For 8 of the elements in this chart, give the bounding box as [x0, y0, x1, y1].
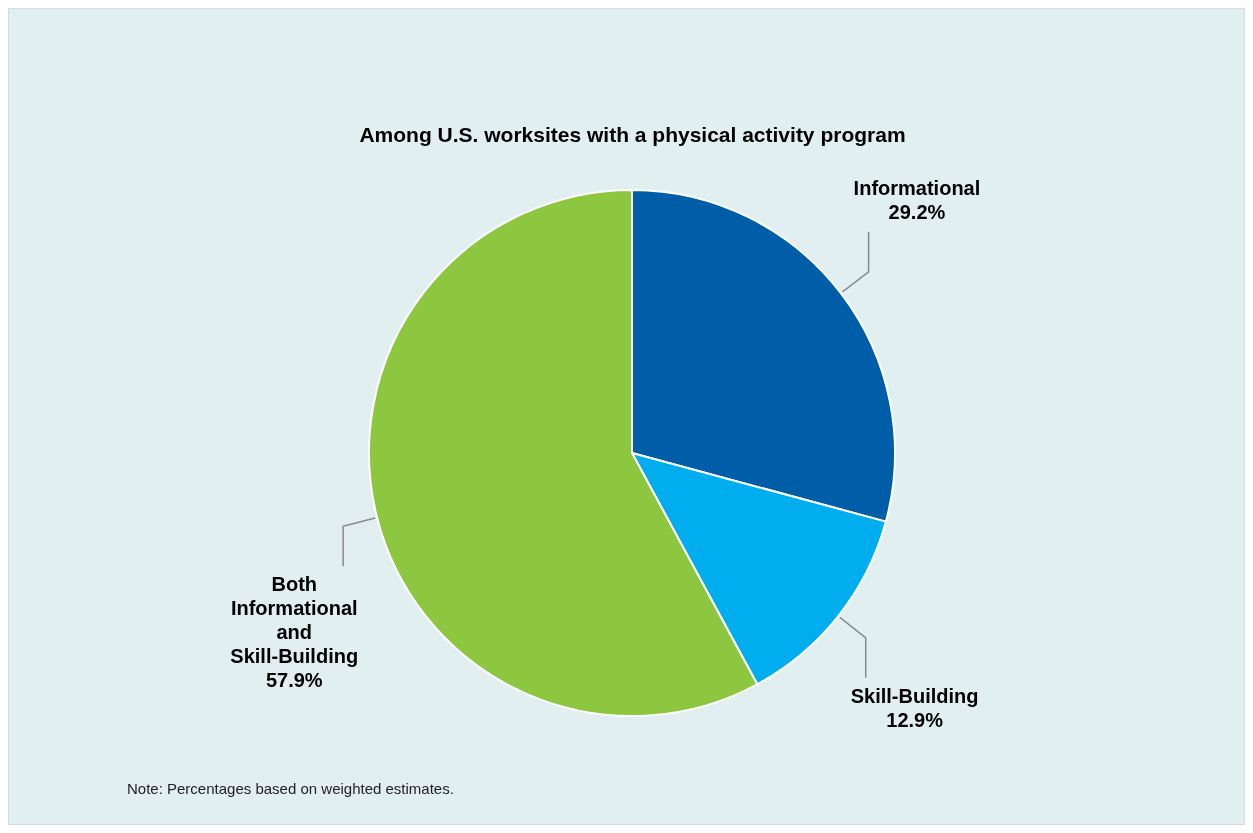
slice-label: Both Informational and Skill-Building [230, 573, 359, 668]
data-label: 12.9% [886, 709, 944, 732]
data-label: 57.9% [265, 669, 323, 692]
text: Note: Percentages based on weighted estimates. [127, 780, 454, 797]
slice-label: Informational [853, 177, 981, 200]
chart-title: Among U.S. worksites with a physical activity program [359, 123, 906, 146]
slice-label: Skill-Building [850, 685, 979, 708]
data-label: 29.2% [888, 201, 946, 224]
